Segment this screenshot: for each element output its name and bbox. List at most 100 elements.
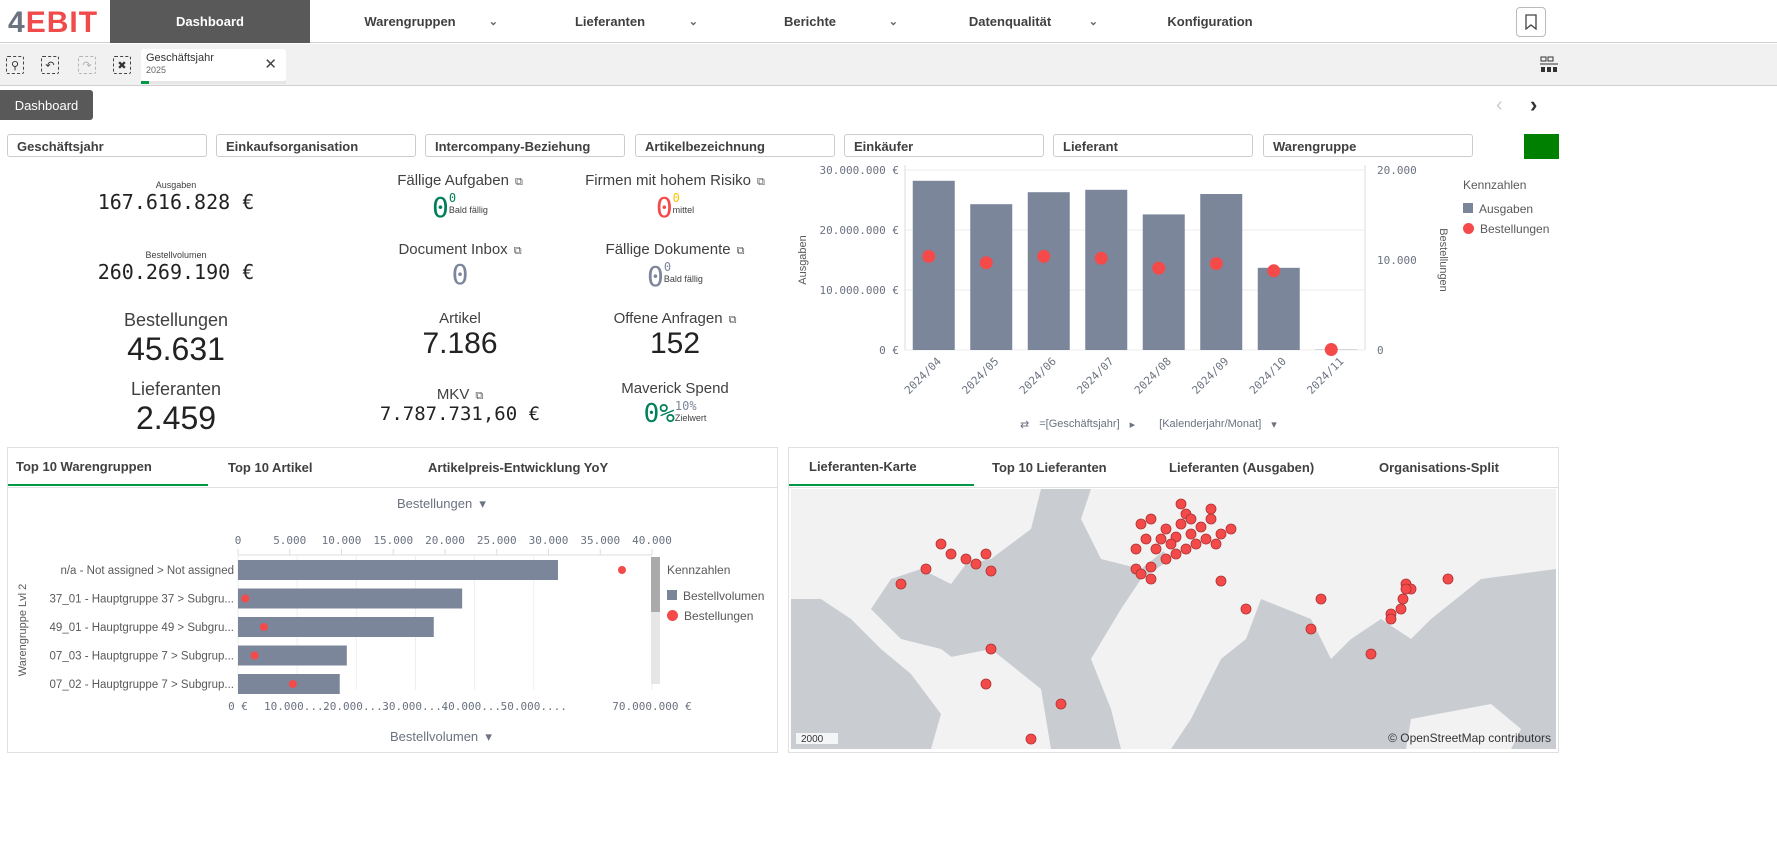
filter-intercompany[interactable]: Intercompany-Beziehung [425, 134, 625, 157]
supplier-marker[interactable] [1190, 538, 1202, 550]
clear-selections-icon[interactable]: ✖ [113, 56, 131, 74]
previous-sheet-icon[interactable]: ‹ [1496, 94, 1503, 116]
measure-selector-bottom[interactable]: Bestellvolumen ▾ [390, 729, 492, 744]
step-back-icon[interactable]: ↶ [41, 56, 59, 74]
supplier-marker[interactable] [985, 565, 997, 577]
map-attribution[interactable]: © OpenStreetMap contributors [1388, 731, 1551, 745]
supplier-marker[interactable] [1155, 533, 1167, 545]
supplier-marker[interactable] [1175, 518, 1187, 530]
supplier-marker[interactable] [920, 563, 932, 575]
filter-geschaeftsjahr[interactable]: Geschäftsjahr [7, 134, 207, 157]
kpi-mkv[interactable]: MKV ⧉ 7.787.731,60 € [379, 386, 541, 425]
supplier-marker[interactable] [1055, 698, 1067, 710]
kpi-faellige-dokumente[interactable]: Fällige Dokumente ⧉ 0 0 Bald fällig [605, 241, 745, 293]
supplier-marker[interactable] [1195, 521, 1207, 533]
next-sheet-icon[interactable]: › [1530, 92, 1538, 117]
supplier-marker[interactable] [1145, 561, 1157, 573]
tab-lieferanten-karte[interactable]: Lieferanten-Karte [789, 448, 974, 486]
supplier-marker[interactable] [1180, 543, 1192, 555]
supplier-marker[interactable] [1145, 513, 1157, 525]
external-link-icon[interactable]: ⧉ [736, 245, 745, 257]
supplier-marker[interactable] [1225, 523, 1237, 535]
supplier-marker[interactable] [1140, 533, 1152, 545]
filter-artikelbezeichnung[interactable]: Artikelbezeichnung [635, 134, 835, 157]
kpi-offene-anfragen[interactable]: Offene Anfragen ⧉ 152 [613, 310, 737, 360]
tab-artikelpreis[interactable]: Artikelpreis-Entwicklung YoY [428, 459, 609, 475]
supplier-marker[interactable] [1215, 528, 1227, 540]
supplier-marker[interactable] [1210, 538, 1222, 550]
nav-warengruppen[interactable]: Warengruppen ⌄ [364, 14, 498, 29]
ausgaben-bestellungen-chart[interactable]: 0 € 10.000.000 € 20.000.000 € 30.000.000 € 0… [790, 160, 1570, 440]
close-icon[interactable]: ✕ [264, 56, 277, 73]
supplier-marker[interactable] [960, 553, 972, 565]
supplier-markers[interactable] [895, 498, 1454, 745]
external-link-icon[interactable]: ⧉ [514, 176, 523, 188]
supplier-marker[interactable] [1170, 548, 1182, 560]
selection-chip-geschaeftsjahr[interactable]: Geschäftsjahr 2025 ✕ [141, 49, 286, 84]
supplier-marker[interactable] [1165, 538, 1177, 550]
supplier-marker[interactable] [1160, 523, 1172, 535]
supplier-marker[interactable] [1385, 613, 1397, 625]
supplier-marker[interactable] [1185, 528, 1197, 540]
nav-lieferanten[interactable]: Lieferanten ⌄ [574, 14, 698, 29]
supplier-marker[interactable] [1315, 593, 1327, 605]
supplier-marker[interactable] [1200, 533, 1212, 545]
lieferanten-map[interactable]: 2000 © OpenStreetMap contributors [791, 489, 1556, 749]
dimension-selector[interactable]: ⇄ =[Geschäftsjahr] ▸ [Kalenderjahr/Monat] ▾ [1020, 418, 1277, 431]
supplier-marker[interactable] [1150, 543, 1162, 555]
supplier-marker[interactable] [985, 643, 997, 655]
supplier-marker[interactable] [1175, 498, 1187, 510]
nav-berichte[interactable]: Berichte ⌄ [783, 14, 898, 29]
supplier-marker[interactable] [1215, 575, 1227, 587]
step-forward-icon[interactable]: ↷ [78, 56, 96, 74]
external-link-icon[interactable]: ⧉ [513, 245, 522, 257]
supplier-marker[interactable] [1442, 573, 1454, 585]
smart-search-icon[interactable]: ⚲ [6, 56, 24, 74]
kpi-document-inbox[interactable]: Document Inbox ⧉ 0 [398, 241, 522, 291]
filter-einkaeufer[interactable]: Einkäufer [844, 134, 1044, 157]
tab-top10-lieferanten[interactable]: Top 10 Lieferanten [992, 459, 1107, 475]
filter-lieferant[interactable]: Lieferant [1053, 134, 1253, 157]
supplier-marker[interactable] [980, 678, 992, 690]
supplier-marker[interactable] [1305, 623, 1317, 635]
external-link-icon[interactable]: ⧉ [728, 314, 737, 326]
external-link-icon[interactable]: ⧉ [475, 390, 484, 402]
filter-warengruppe[interactable]: Warengruppe [1263, 134, 1473, 157]
supplier-marker[interactable] [1400, 583, 1412, 595]
kpi-faellige-aufgaben[interactable]: Fällige Aufgaben ⧉ 0 0 Bald fällig [397, 172, 523, 224]
tab-top10-warengruppen[interactable]: Top 10 Warengruppen [8, 448, 208, 486]
filter-einkaufsorganisation[interactable]: Einkaufsorganisation [216, 134, 416, 157]
supplier-marker[interactable] [1365, 648, 1377, 660]
supplier-marker[interactable] [1395, 603, 1407, 615]
supplier-marker[interactable] [1135, 518, 1147, 530]
supplier-marker[interactable] [1160, 553, 1172, 565]
sheets-grid-icon[interactable] [1540, 56, 1558, 74]
nav-datenqualitaet[interactable]: Datenqualität ⌄ [968, 14, 1098, 29]
supplier-marker[interactable] [945, 548, 957, 560]
supplier-marker[interactable] [1240, 603, 1252, 615]
sheet-title-dashboard[interactable]: Dashboard [0, 90, 93, 120]
nav-konfiguration[interactable]: Konfiguration [1167, 14, 1253, 29]
tab-top10-artikel[interactable]: Top 10 Artikel [228, 459, 313, 475]
kpi-firmen-risiko[interactable]: Firmen mit hohem Risiko ⧉ 0 0 mittel [585, 172, 765, 224]
supplier-marker[interactable] [970, 558, 982, 570]
supplier-marker[interactable] [1130, 543, 1142, 555]
supplier-marker[interactable] [1145, 573, 1157, 585]
measure-selector-top[interactable]: Bestellungen ▾ [397, 496, 486, 511]
supplier-marker[interactable] [980, 548, 992, 560]
supplier-marker[interactable] [1205, 503, 1217, 515]
supplier-marker[interactable] [1185, 513, 1197, 525]
supplier-marker[interactable] [895, 578, 907, 590]
supplier-marker[interactable] [1025, 733, 1037, 745]
external-link-icon[interactable]: ⧉ [757, 176, 765, 188]
supplier-marker[interactable] [935, 538, 947, 550]
tab-organisations-split[interactable]: Organisations-Split [1379, 459, 1499, 475]
top10-warengruppen-chart[interactable]: 0 5.000 10.000 15.000 20.000 25.000 30.000 35.0… [8, 520, 778, 730]
nav-dashboard[interactable]: Dashboard [110, 0, 310, 43]
supplier-marker[interactable] [1397, 593, 1409, 605]
dropdown-arrow-icon[interactable]: ▾ [1271, 419, 1277, 431]
supplier-marker[interactable] [1135, 568, 1147, 580]
legend-scrollbar[interactable] [651, 557, 660, 684]
bookmark-button[interactable] [1516, 7, 1546, 37]
supplier-marker[interactable] [1205, 513, 1217, 525]
